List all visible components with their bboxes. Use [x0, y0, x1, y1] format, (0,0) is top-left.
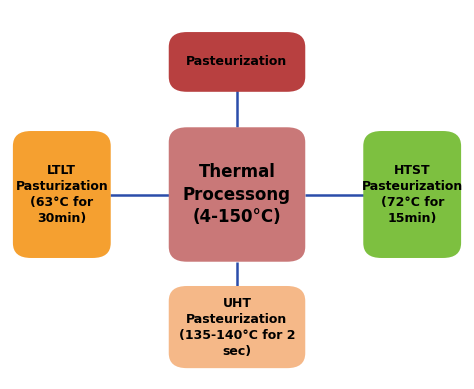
Text: Thermal
Processong
(4-150°C): Thermal Processong (4-150°C) [183, 163, 291, 226]
FancyBboxPatch shape [169, 127, 305, 262]
FancyBboxPatch shape [13, 131, 111, 258]
FancyBboxPatch shape [169, 286, 305, 368]
FancyBboxPatch shape [363, 131, 461, 258]
Text: UHT
Pasteurization
(135-140°C for 2
sec): UHT Pasteurization (135-140°C for 2 sec) [179, 296, 295, 357]
Text: HTST
Pasteurization
(72°C for
15min): HTST Pasteurization (72°C for 15min) [362, 164, 463, 225]
Text: LTLT
Pasturization
(63°C for
30min): LTLT Pasturization (63°C for 30min) [16, 164, 108, 225]
Text: Pasteurization: Pasteurization [186, 55, 288, 68]
FancyBboxPatch shape [169, 32, 305, 92]
